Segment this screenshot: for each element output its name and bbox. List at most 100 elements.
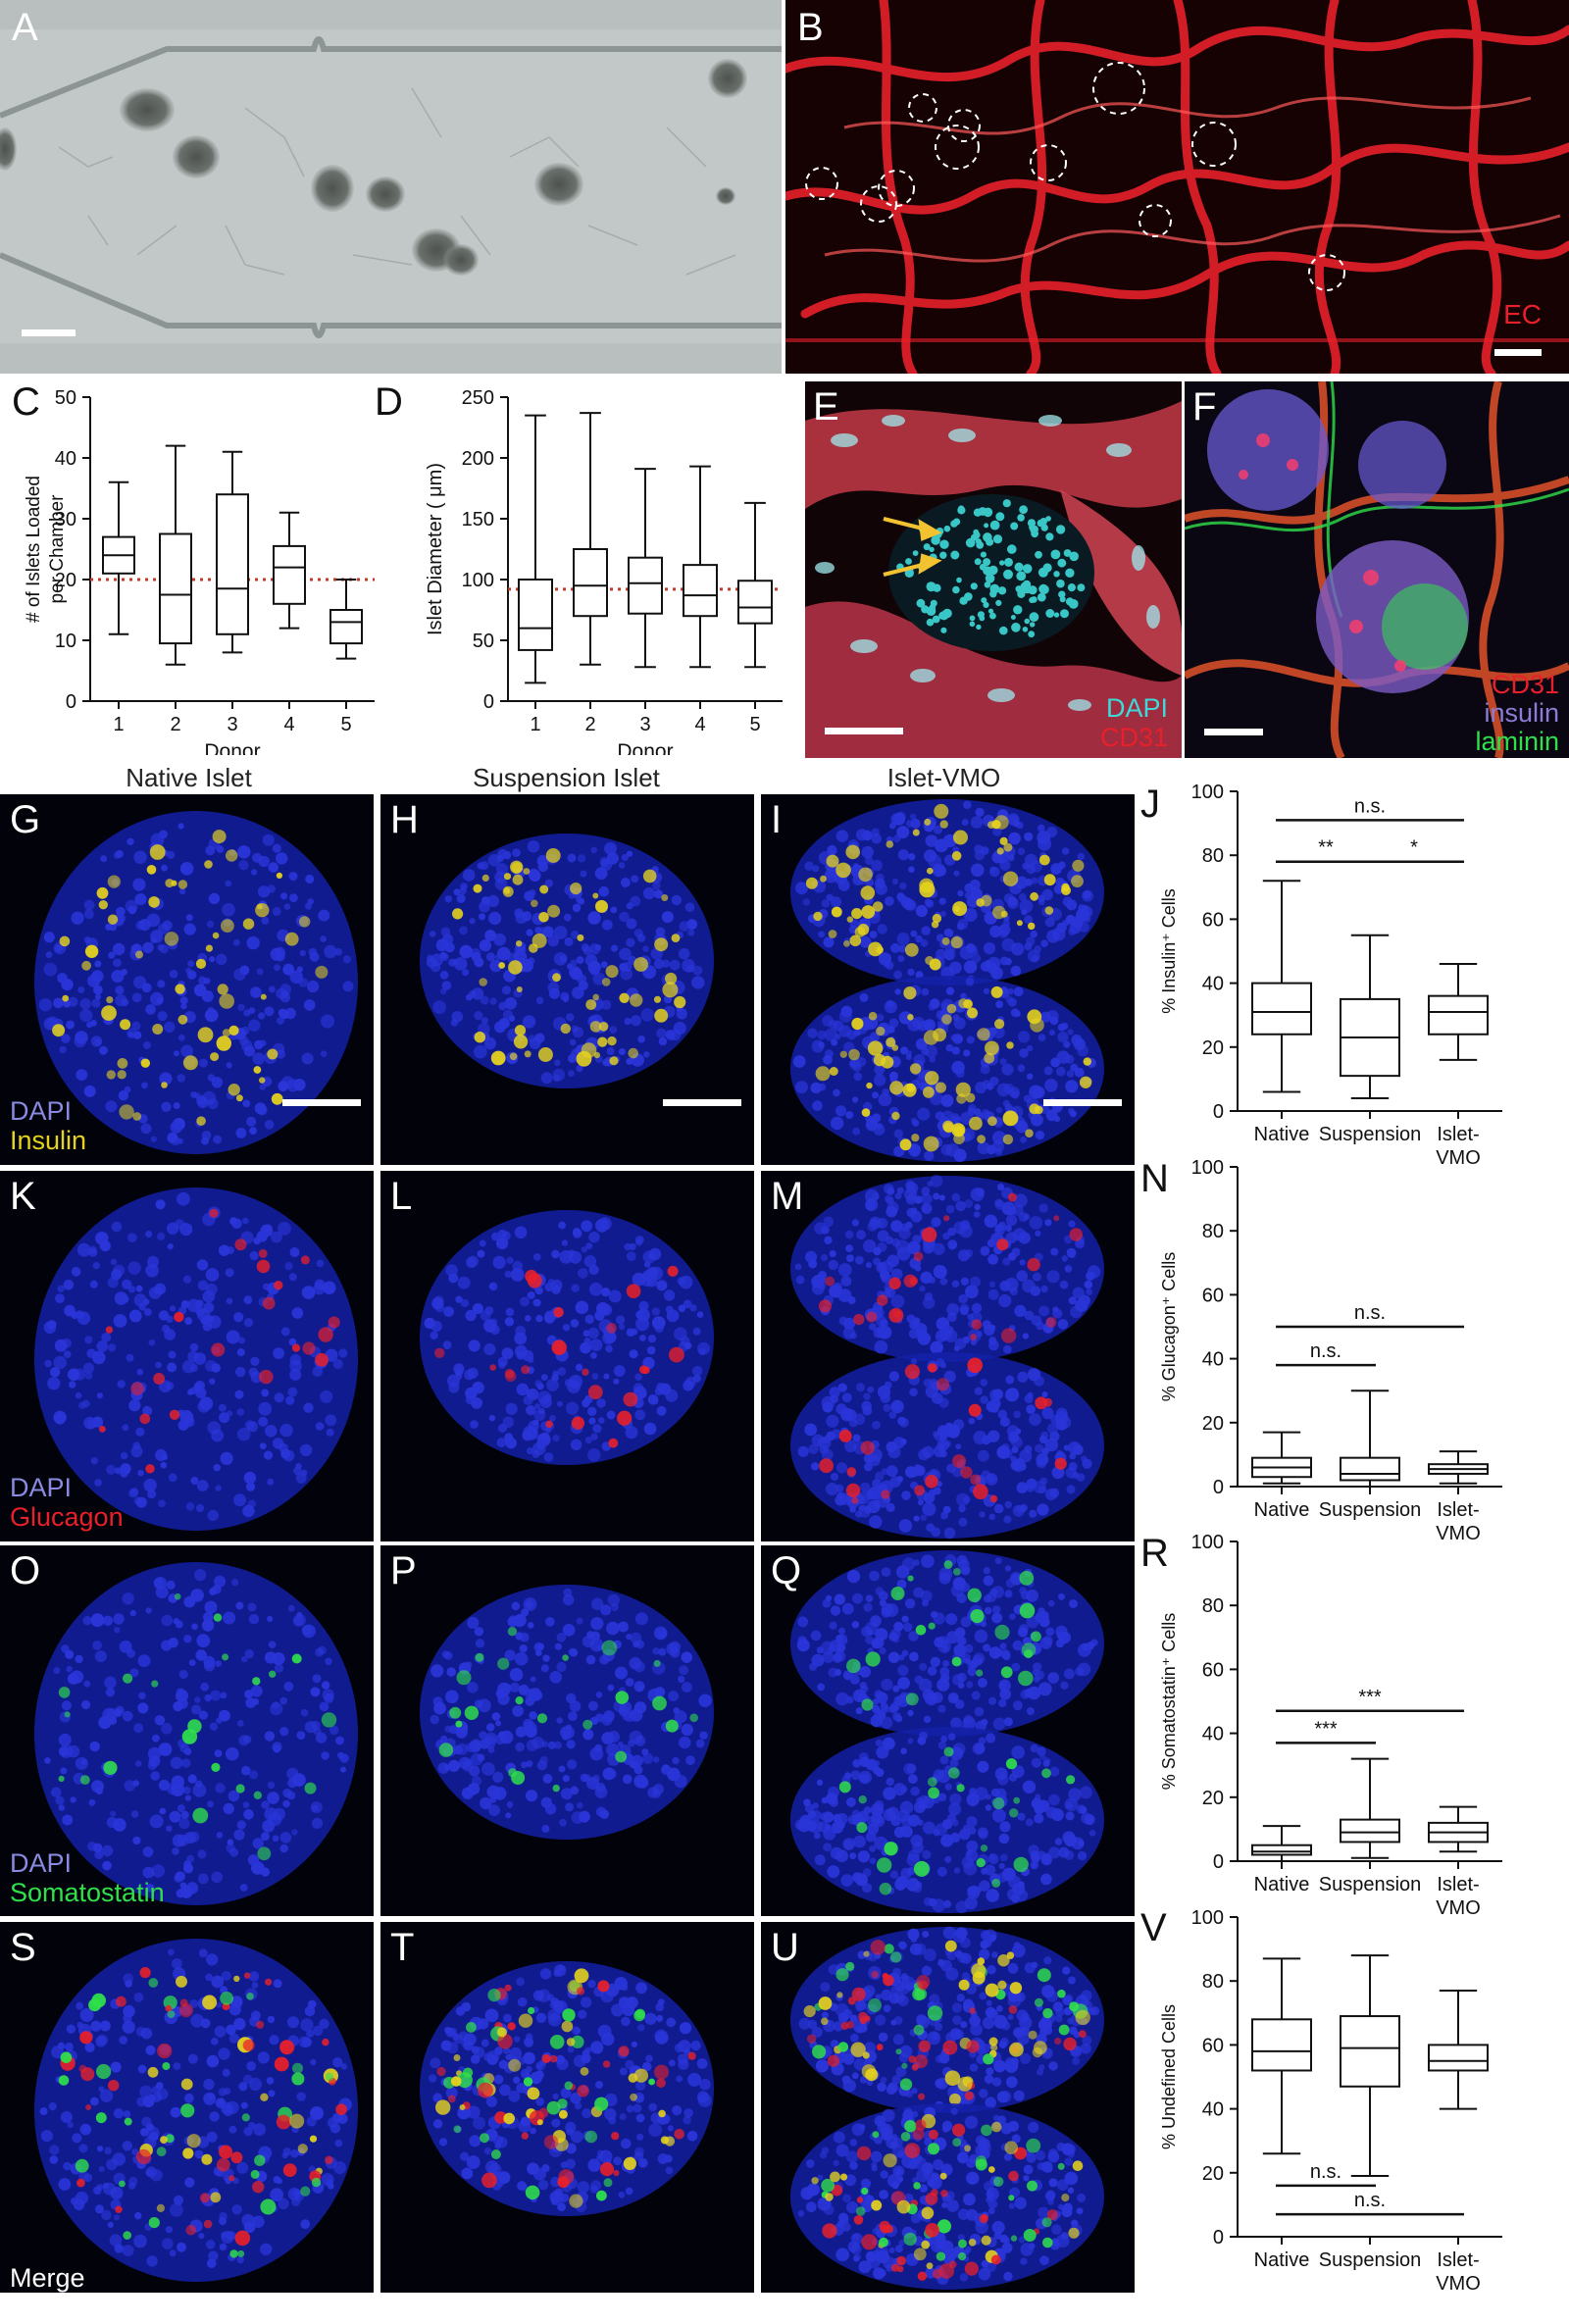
significance-label: **	[1318, 837, 1334, 859]
panel-label-s: S	[10, 1926, 36, 1969]
y-tick-label: 0	[483, 691, 494, 713]
box-1	[518, 414, 553, 684]
panel-label-r: R	[1140, 1532, 1169, 1575]
box-iqr	[1251, 982, 1312, 1036]
panel-label-a: A	[12, 6, 38, 49]
stain-label-dapi: DAPI	[10, 1473, 73, 1502]
x-tick-label: VMO	[1436, 2273, 1481, 2295]
box-2	[573, 412, 608, 666]
vessel-image	[785, 0, 1569, 374]
x-tick-label: Suspension	[1319, 2249, 1422, 2271]
box-iqr	[273, 544, 306, 605]
panel-label-n: N	[1140, 1157, 1169, 1200]
y-tick-label: 20	[1202, 1788, 1224, 1809]
stain-label-insulin: Insulin	[10, 1126, 87, 1155]
y-tick-label: 0	[66, 691, 76, 713]
x-tick-label: 2	[170, 714, 180, 735]
y-tick-label: 50	[473, 631, 494, 652]
panel-label-t: T	[390, 1926, 415, 1969]
stain-label-cd31: CD31	[1491, 670, 1559, 699]
micrograph-suspension-merge	[380, 1922, 754, 2293]
panel-label-k: K	[10, 1175, 36, 1218]
y-tick-label: 40	[1202, 1724, 1224, 1745]
micrograph-image	[420, 1961, 714, 2216]
micrograph-image	[420, 834, 714, 1088]
x-tick-label: 5	[749, 714, 760, 735]
y-tick-label: 20	[1202, 1413, 1224, 1435]
panel-b-vessel-network: B EC	[785, 0, 1569, 374]
significance-label: *	[1410, 837, 1418, 859]
y-tick-label: 40	[55, 448, 76, 470]
box-iqr	[683, 564, 718, 618]
brightfield-image	[0, 0, 782, 374]
panel-label-b: B	[797, 6, 824, 49]
y-axis-label: % Glucagon⁺ Cells	[1159, 1252, 1179, 1402]
box-iqr	[329, 609, 363, 645]
x-tick-label: 1	[113, 714, 124, 735]
x-tick-label: Suspension	[1319, 1499, 1422, 1521]
panel-e-islet-vessel: E DAPI CD31	[805, 381, 1182, 758]
y-axis-label: Islet Diameter ( μm)	[425, 463, 446, 635]
micrograph-native-insulin	[0, 794, 374, 1165]
x-tick-label: 3	[227, 714, 237, 735]
micrograph-image	[34, 1939, 358, 2282]
y-tick-label: 0	[1213, 1477, 1224, 1498]
y-tick-label: 0	[1213, 2227, 1224, 2248]
micrograph-suspension-somatostatin	[380, 1545, 754, 1916]
chart-d-islet-diameter: 0 50 100 150 200 250 1 2 3 4 5 Islet Diameter ( μm)…	[425, 387, 783, 755]
significance-label: n.s.	[1354, 1302, 1386, 1324]
y-tick-label: 80	[1202, 845, 1224, 867]
micrograph-suspension-insulin	[380, 794, 754, 1165]
y-tick-label: 0	[1213, 1101, 1224, 1123]
box-iqr	[737, 580, 773, 625]
significance-label: ***	[1358, 1687, 1382, 1708]
micrograph-image	[790, 1175, 1104, 1540]
box-iqr	[1340, 1456, 1400, 1482]
panel-label-q: Q	[771, 1549, 802, 1592]
islet-stain-image	[1185, 381, 1569, 758]
box-3	[216, 450, 249, 654]
x-tick-label: Suspension	[1319, 1124, 1422, 1145]
box-1	[1251, 1431, 1312, 1485]
x-tick-label: Islet-	[1437, 1499, 1479, 1521]
x-tick-label: VMO	[1436, 1897, 1481, 1919]
box-1	[1251, 880, 1312, 1093]
x-tick-label: Native	[1254, 1874, 1310, 1895]
box-3	[1428, 1805, 1489, 1853]
box-4	[273, 511, 306, 630]
x-tick-label: Islet-	[1437, 1874, 1479, 1895]
micrograph-image	[420, 1585, 714, 1840]
chart-j-insulin-cells: 0 20 40 60 80 100 Native Suspension Islet-VMO n.s…	[1159, 782, 1502, 1169]
y-tick-label: 20	[55, 570, 76, 591]
stain-label-merge: Merge	[10, 2263, 85, 2293]
panel-label-h: H	[390, 798, 419, 841]
x-tick-label: 4	[694, 714, 705, 735]
box-2	[159, 444, 192, 666]
micrograph-image	[34, 811, 358, 1154]
islet-outlines	[805, 62, 1345, 291]
x-tick-label: Native	[1254, 1499, 1310, 1521]
box-4	[683, 465, 718, 669]
box-iqr	[216, 493, 249, 635]
panel-a-brightfield: A	[0, 0, 782, 374]
y-tick-label: 40	[1202, 1349, 1224, 1371]
column-title-islet-vmo: Islet-VMO	[886, 763, 1001, 792]
x-tick-label: 1	[530, 714, 540, 735]
box-iqr	[1340, 1818, 1400, 1844]
box-iqr	[1340, 2015, 1400, 2088]
y-tick-label: 60	[1202, 1659, 1224, 1681]
y-tick-label: 60	[1202, 2035, 1224, 2056]
x-tick-label: Suspension	[1319, 1874, 1422, 1895]
y-tick-label: 80	[1202, 1221, 1224, 1242]
micrograph-image	[34, 1562, 358, 1905]
y-tick-label: 50	[55, 387, 76, 409]
stain-label-insulin: insulin	[1484, 698, 1559, 728]
panel-label-o: O	[10, 1549, 41, 1592]
significance-label: n.s.	[1310, 1340, 1341, 1362]
box-5	[737, 501, 773, 669]
significance-label: ***	[1314, 1718, 1338, 1740]
y-tick-label: 40	[1202, 974, 1224, 995]
x-tick-label: Islet-	[1437, 1124, 1479, 1145]
y-tick-label: 30	[55, 509, 76, 530]
box-iqr	[628, 556, 663, 615]
